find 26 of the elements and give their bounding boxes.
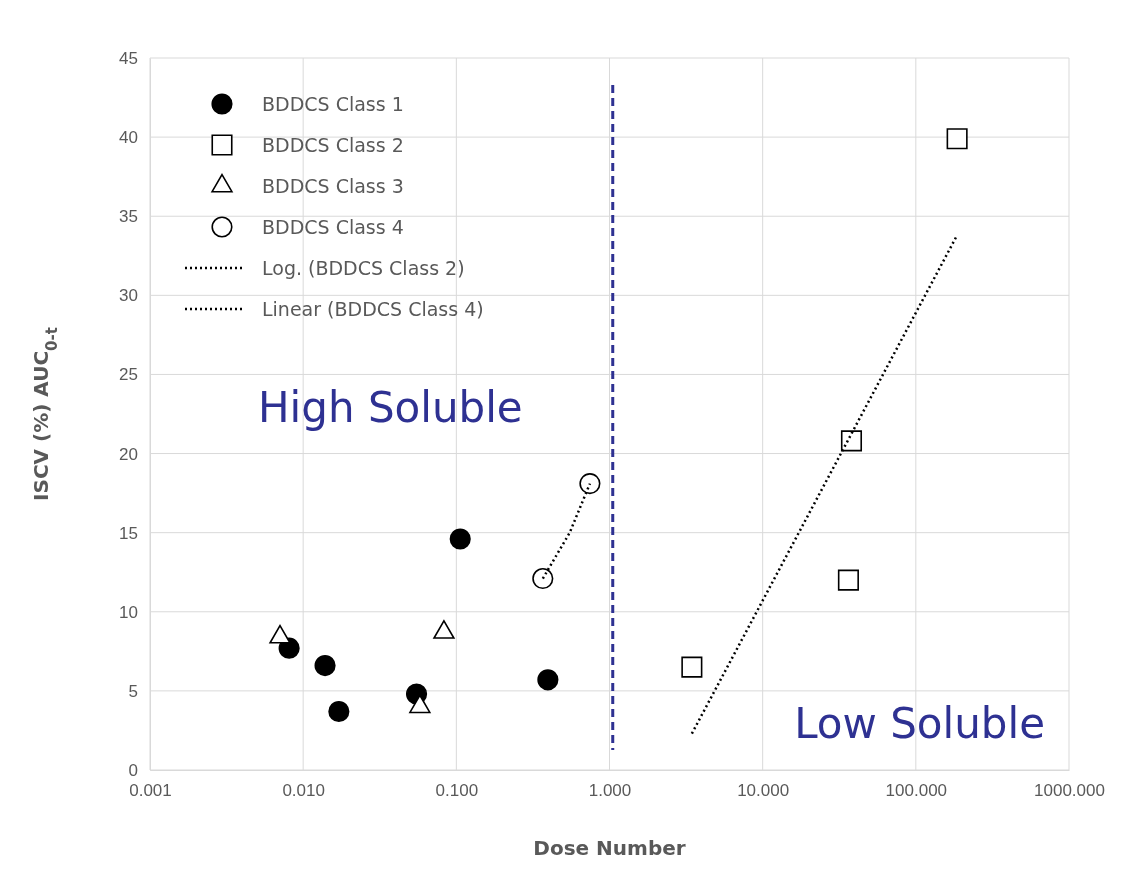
legend-label: BDDCS Class 4	[262, 216, 404, 238]
y-tick-label: 25	[119, 365, 138, 385]
y-tick-label: 35	[119, 207, 138, 227]
legend-label: BDDCS Class 3	[262, 175, 404, 197]
y-tick-label: 0	[128, 760, 138, 780]
annotation: Low Soluble	[794, 699, 1045, 748]
x-tick-label: 100.000	[885, 781, 948, 801]
y-tick-label: 45	[119, 48, 138, 68]
legend-label: BDDCS Class 1	[262, 93, 404, 115]
y-tick-label: 15	[119, 523, 138, 543]
y-tick-label: 30	[119, 286, 138, 306]
legend-label: Log. (BDDCS Class 2)	[262, 257, 465, 279]
y-tick-label: 5	[128, 681, 138, 701]
x-tick-label: 1000.000	[1034, 781, 1105, 801]
y-tick-label: 40	[119, 128, 138, 148]
legend-label: BDDCS Class 2	[262, 134, 404, 156]
x-tick-label: 10.000	[737, 781, 790, 801]
x-tick-label: 0.001	[129, 781, 172, 801]
x-axis-title: Dose Number	[533, 836, 686, 860]
legend-label: Linear (BDDCS Class 4)	[262, 298, 484, 320]
y-tick-label: 20	[119, 444, 138, 464]
x-tick-label: 0.100	[435, 781, 479, 801]
x-tick-label: 0.010	[282, 781, 325, 801]
x-tick-label: 1.000	[588, 781, 632, 801]
y-tick-label: 10	[119, 602, 138, 622]
annotation: High Soluble	[258, 383, 523, 432]
